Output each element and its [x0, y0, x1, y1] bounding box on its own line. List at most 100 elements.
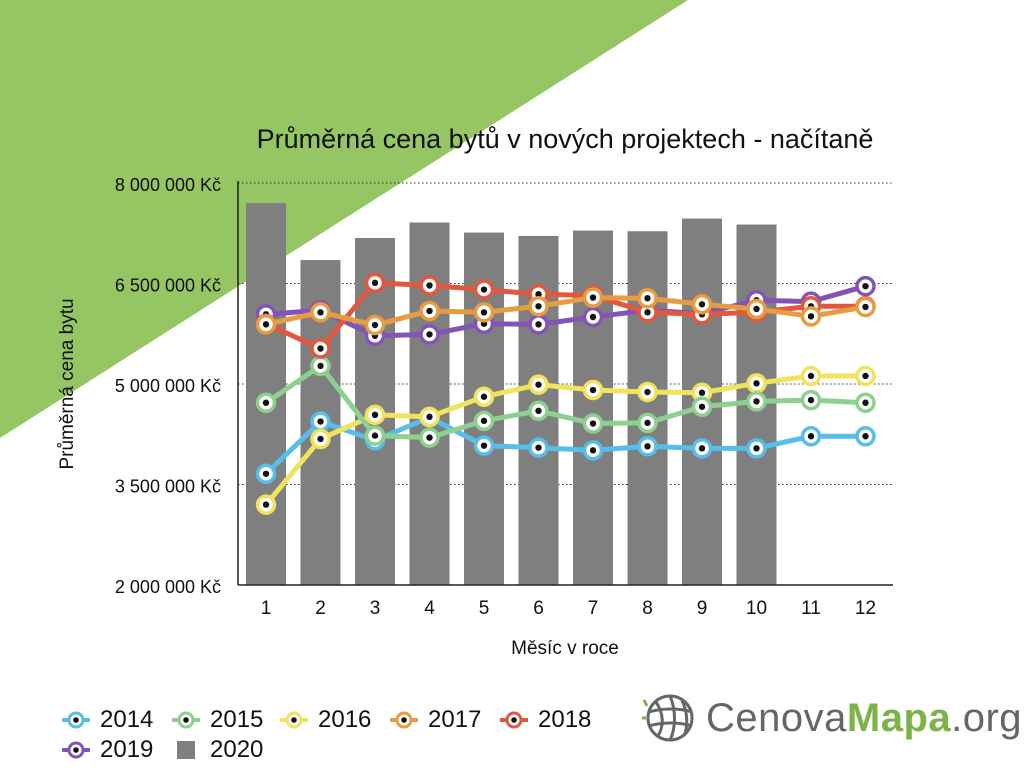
legend-line-dot-swatch	[172, 711, 200, 729]
point-center-2014-12	[862, 433, 869, 440]
cenovamapa-logo: CenovaMapa.org	[642, 686, 1022, 750]
legend-item-2016: 2016	[280, 706, 371, 734]
x-tick-label: 10	[746, 598, 767, 619]
point-center-2018-5	[480, 286, 488, 293]
bar-2020-7	[573, 230, 613, 585]
logo-text-part3: .org	[951, 695, 1023, 740]
point-center-2017-4	[426, 307, 433, 315]
point-center-2019-12	[862, 282, 869, 290]
point-center-2016-12	[862, 372, 869, 380]
point-center-2017-6	[535, 303, 542, 310]
x-tick-label: 3	[370, 598, 381, 619]
point-center-2017-9	[698, 301, 706, 308]
legend-square-swatch	[177, 741, 195, 759]
y-tick-label: 2 000 000 Kč	[115, 577, 221, 597]
legend-line-dot-swatch	[62, 711, 90, 729]
point-center-2015-1	[262, 399, 270, 406]
point-center-2019-6	[535, 321, 542, 328]
logo-text: CenovaMapa.org	[706, 696, 1022, 741]
x-tick-label: 7	[588, 598, 599, 619]
point-center-2015-9	[698, 403, 706, 410]
point-center-2015-6	[535, 407, 542, 414]
x-tick-label: 1	[261, 598, 272, 619]
legend-line-dot-swatch	[500, 711, 528, 729]
legend-label: 2017	[428, 706, 482, 733]
point-center-2016-7	[589, 386, 597, 394]
x-axis-label: Měsíc v roce	[511, 638, 619, 659]
legend-label: 2016	[318, 706, 372, 733]
x-tick-label: 6	[533, 598, 544, 619]
point-center-2015-10	[753, 398, 760, 405]
point-center-2015-8	[644, 419, 651, 427]
point-center-2017-2	[317, 309, 324, 316]
point-center-2015-5	[480, 417, 488, 425]
point-center-2014-9	[698, 445, 706, 452]
legend-label: 2020	[210, 736, 264, 763]
point-center-2015-7	[589, 420, 597, 427]
point-center-2016-10	[753, 380, 760, 387]
point-center-2018-4	[426, 282, 433, 289]
point-center-2017-11	[807, 313, 815, 320]
point-center-2014-1	[262, 470, 270, 477]
point-center-2014-8	[644, 443, 651, 450]
point-center-2016-6	[535, 381, 542, 388]
x-tick-label: 12	[855, 598, 876, 619]
legend-item-2017: 2017	[390, 706, 481, 734]
legend-label: 2019	[100, 736, 154, 763]
y-axis-label: Průměrná cena bytu	[57, 298, 78, 469]
legend-line-dot-swatch	[62, 741, 90, 759]
point-center-2014-6	[535, 444, 542, 451]
point-center-2016-1	[262, 501, 270, 508]
x-tick-label: 11	[801, 598, 821, 619]
point-center-2014-7	[589, 447, 597, 454]
point-center-2017-3	[371, 321, 379, 329]
legend-item-2020: 2020	[172, 736, 263, 764]
point-center-2015-11	[807, 396, 815, 404]
point-center-2016-5	[480, 393, 488, 400]
point-center-2015-4	[426, 434, 433, 441]
point-center-2018-6	[535, 291, 542, 298]
green-triangle-shape	[0, 0, 688, 438]
legend-label: 2015	[210, 706, 264, 733]
point-center-2016-11	[807, 372, 815, 380]
chart-plot: 2 000 000 Kč 3 500 000 Kč 5 000 000 Kč 6 50…	[57, 175, 893, 659]
point-center-2017-1	[262, 321, 270, 328]
legend-label: 2018	[538, 706, 592, 733]
legend-item-2014: 2014	[62, 706, 153, 734]
point-center-2017-7	[589, 294, 597, 301]
logo-text-part1: Cenova	[706, 695, 847, 740]
point-center-2017-10	[753, 305, 760, 313]
point-center-2017-12	[862, 303, 869, 311]
point-center-2014-11	[807, 433, 815, 440]
point-center-2014-5	[480, 442, 488, 449]
point-center-2014-2	[317, 418, 324, 425]
point-center-2016-8	[644, 388, 651, 396]
point-center-2015-12	[862, 399, 869, 406]
y-tick-label: 5 000 000 Kč	[115, 376, 221, 396]
globe-grid-icon	[642, 694, 694, 742]
legend-label: 2014	[100, 706, 154, 733]
point-center-2019-4	[426, 331, 433, 338]
point-center-2018-8	[644, 309, 651, 316]
point-center-2017-8	[644, 295, 651, 302]
x-tick-label: 5	[479, 598, 490, 619]
legend-line-dot-swatch	[280, 711, 308, 729]
legend-line-dot-swatch	[390, 711, 418, 729]
point-center-2018-3	[371, 279, 379, 287]
legend-item-2019: 2019	[62, 736, 153, 764]
x-tick-label: 9	[697, 598, 708, 619]
legend-item-2015: 2015	[172, 706, 263, 734]
point-center-2016-4	[426, 413, 433, 421]
y-tick-label: 8 000 000 Kč	[115, 175, 221, 195]
point-center-2019-7	[589, 313, 597, 321]
point-center-2015-3	[371, 432, 379, 439]
point-center-2018-2	[317, 345, 324, 352]
x-tick-label: 2	[315, 598, 326, 619]
point-center-2014-10	[753, 445, 760, 452]
point-center-2016-9	[698, 389, 706, 396]
y-tick-label: 6 500 000 Kč	[115, 276, 221, 296]
point-center-2017-5	[480, 309, 488, 316]
y-tick-label: 3 500 000 Kč	[115, 477, 221, 497]
chart-title: Průměrná cena bytů v nových projektech -…	[256, 124, 874, 154]
